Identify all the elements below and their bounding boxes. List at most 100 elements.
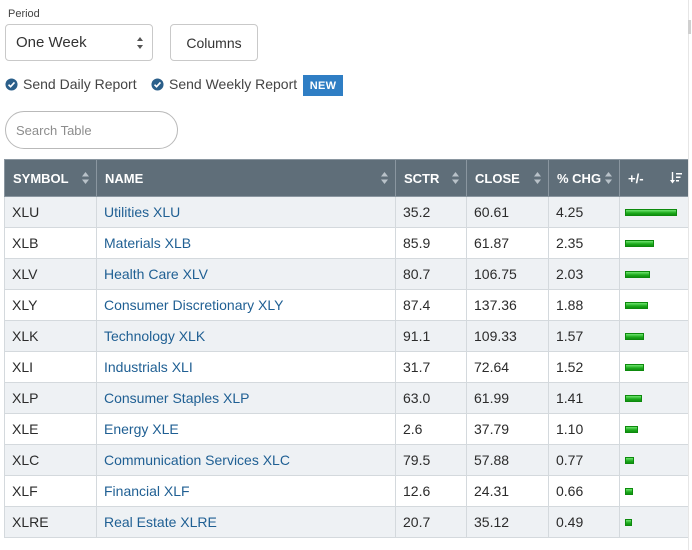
col-name[interactable]: NAME — [96, 159, 396, 197]
sctr-cell: 20.7 — [395, 506, 467, 538]
table-row: XLU Utilities XLU 35.2 60.61 4.25 — [4, 196, 689, 228]
change-bar-cell — [619, 351, 689, 383]
close-cell: 60.61 — [466, 196, 549, 228]
chg-cell: 2.35 — [548, 227, 620, 259]
change-bar — [625, 487, 633, 495]
daily-report-label: Send Daily Report — [23, 76, 137, 92]
symbol-cell: XLI — [4, 351, 97, 383]
name-cell: Materials XLB — [96, 227, 396, 259]
chg-cell: 1.41 — [548, 382, 620, 414]
name-link[interactable]: Communication Services XLC — [104, 452, 290, 468]
period-select-value: One Week — [16, 34, 87, 51]
name-link[interactable]: Materials XLB — [104, 235, 192, 251]
table-row: XLK Technology XLK 91.1 109.33 1.57 — [4, 320, 689, 352]
change-bar-cell — [619, 258, 689, 290]
change-bar — [625, 363, 644, 371]
col-symbol[interactable]: SYMBOL — [4, 159, 97, 197]
check-circle-icon — [5, 77, 18, 91]
close-cell: 37.79 — [466, 413, 549, 445]
change-bar-cell — [619, 196, 689, 228]
sctr-cell: 79.5 — [395, 444, 467, 476]
sort-icon — [381, 172, 388, 184]
chg-cell: 1.52 — [548, 351, 620, 383]
close-cell: 61.87 — [466, 227, 549, 259]
name-cell: Industrials XLI — [96, 351, 396, 383]
daily-report-option[interactable]: Send Daily Report — [5, 76, 137, 92]
period-select[interactable]: One Week — [5, 24, 153, 61]
change-bar-cell — [619, 227, 689, 259]
name-link[interactable]: Consumer Discretionary XLY — [104, 297, 284, 313]
sctr-cell: 87.4 — [395, 289, 467, 321]
close-cell: 24.31 — [466, 475, 549, 507]
name-link[interactable]: Health Care XLV — [104, 266, 209, 282]
change-bar — [625, 394, 642, 402]
symbol-cell: XLB — [4, 227, 97, 259]
table-row: XLB Materials XLB 85.9 61.87 2.35 — [4, 227, 689, 259]
sctr-cell: 80.7 — [395, 258, 467, 290]
sctr-cell: 2.6 — [395, 413, 467, 445]
close-cell: 72.64 — [466, 351, 549, 383]
change-bar — [625, 425, 638, 433]
name-link[interactable]: Consumer Staples XLP — [104, 390, 250, 406]
name-link[interactable]: Financial XLF — [104, 483, 190, 499]
change-bar — [625, 518, 632, 526]
weekly-report-option[interactable]: Send Weekly Report — [151, 76, 297, 92]
scrollbar-track[interactable] — [688, 0, 689, 550]
col-close[interactable]: CLOSE — [466, 159, 549, 197]
chg-cell: 4.25 — [548, 196, 620, 228]
chg-cell: 1.57 — [548, 320, 620, 352]
symbol-cell: XLV — [4, 258, 97, 290]
symbol-cell: XLK — [4, 320, 97, 352]
sctr-cell: 35.2 — [395, 196, 467, 228]
col-sctr[interactable]: SCTR — [395, 159, 467, 197]
search-input[interactable] — [5, 111, 178, 149]
name-link[interactable]: Industrials XLI — [104, 359, 193, 375]
change-bar — [625, 270, 650, 278]
name-link[interactable]: Utilities XLU — [104, 204, 181, 220]
sctr-cell: 63.0 — [395, 382, 467, 414]
weekly-report-label: Send Weekly Report — [169, 76, 298, 92]
table-row: XLY Consumer Discretionary XLY 87.4 137.36 1… — [4, 289, 689, 321]
sctr-cell: 31.7 — [395, 351, 467, 383]
table-row: XLI Industrials XLI 31.7 72.64 1.52 — [4, 351, 689, 383]
name-cell: Communication Services XLC — [96, 444, 396, 476]
chg-cell: 2.03 — [548, 258, 620, 290]
name-cell: Consumer Discretionary XLY — [96, 289, 396, 321]
select-arrows-icon — [137, 37, 143, 49]
close-cell: 137.36 — [466, 289, 549, 321]
close-cell: 109.33 — [466, 320, 549, 352]
change-bar — [625, 301, 648, 309]
symbol-cell: XLE — [4, 413, 97, 445]
symbol-cell: XLRE — [4, 506, 97, 538]
columns-button[interactable]: Columns — [170, 24, 258, 61]
change-bar-cell — [619, 444, 689, 476]
sort-icon — [605, 172, 612, 184]
sort-icon — [534, 172, 541, 184]
close-cell: 35.12 — [466, 506, 549, 538]
change-bar — [625, 332, 644, 340]
change-bar-cell — [619, 382, 689, 414]
name-link[interactable]: Technology XLK — [104, 328, 206, 344]
etf-table: SYMBOL NAME SCTR CLOSE % CHG +/- — [4, 159, 689, 538]
change-bar — [625, 456, 634, 464]
change-bar-cell — [619, 320, 689, 352]
col-plusminus[interactable]: +/- — [619, 159, 689, 197]
col-chg[interactable]: % CHG — [548, 159, 620, 197]
change-bar-cell — [619, 475, 689, 507]
table-row: XLRE Real Estate XLRE 20.7 35.12 0.49 — [4, 506, 689, 538]
table-row: XLP Consumer Staples XLP 63.0 61.99 1.41 — [4, 382, 689, 414]
table-row: XLC Communication Services XLC 79.5 57.88 0.… — [4, 444, 689, 476]
change-bar-cell — [619, 506, 689, 538]
chg-cell: 0.49 — [548, 506, 620, 538]
sctr-cell: 91.1 — [395, 320, 467, 352]
name-cell: Consumer Staples XLP — [96, 382, 396, 414]
sctr-cell: 12.6 — [395, 475, 467, 507]
name-link[interactable]: Energy XLE — [104, 421, 179, 437]
change-bar-cell — [619, 413, 689, 445]
name-cell: Energy XLE — [96, 413, 396, 445]
sctr-cell: 85.9 — [395, 227, 467, 259]
scrollbar-thumb[interactable] — [688, 20, 691, 34]
change-bar-cell — [619, 289, 689, 321]
name-link[interactable]: Real Estate XLRE — [104, 514, 217, 530]
symbol-cell: XLC — [4, 444, 97, 476]
